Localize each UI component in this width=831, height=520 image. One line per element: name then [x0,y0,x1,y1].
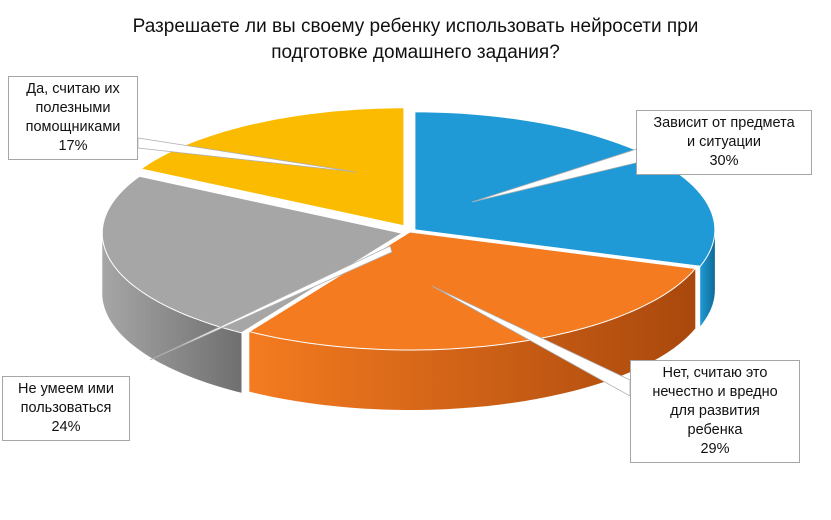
chart-title: Разрешаете ли вы своему ребенку использо… [60,14,771,66]
callout-no-value: 29% [700,441,730,457]
callout-cannot-value: 24% [51,419,81,435]
callout-no-line-2: нечестно и вредно [652,384,778,400]
callout-cannot: Не умеем ими пользоваться 24% [2,376,130,441]
callout-yes-line-2: полезными [35,100,111,116]
slice-no [248,231,697,351]
callout-pointers [137,137,649,397]
callout-cannot-line-1: Не умеем ими [18,381,114,397]
pie-tops [101,107,716,351]
chart-title-line-2: подготовке домашнего задания? [271,42,560,63]
callout-no-line-3: для развития [670,403,760,419]
chart-title-line-1: Разрешаете ли вы своему ребенку использо… [132,16,699,37]
callout-depends-value: 30% [709,153,739,169]
slice-yes-pointer [137,137,357,173]
slice-no-side [249,268,696,410]
callout-no-line-1: Нет, считаю это [662,365,768,381]
pie-sides [102,229,715,410]
callout-yes: Да, считаю их полезными помощниками 17% [8,76,138,160]
callout-yes-line-3: помощниками [25,119,121,135]
slice-yes [139,107,405,227]
callout-no: Нет, считаю это нечестно и вредно для ра… [630,360,800,463]
slice-cannot-side [102,233,242,393]
callout-yes-value: 17% [58,138,88,154]
callout-depends-line-1: Зависит от предмета [653,115,795,131]
callout-yes-line-1: Да, считаю их [26,81,120,97]
slice-cannot [101,175,404,334]
callout-depends-line-2: и ситуации [687,134,761,150]
callout-depends: Зависит от предмета и ситуации 30% [636,110,812,175]
callout-no-line-4: ребенка [687,422,743,438]
slice-cannot-pointer [149,245,393,361]
callout-cannot-line-2: пользоваться [20,400,112,416]
slice-depends-side [700,229,715,327]
